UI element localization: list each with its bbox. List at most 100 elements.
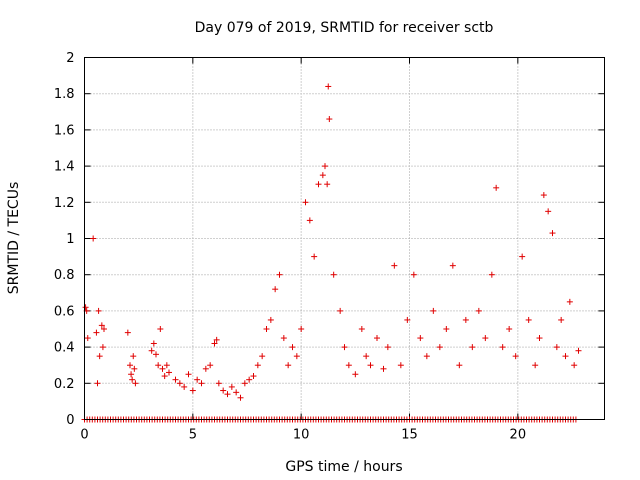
data-point [254, 362, 261, 369]
data-point [374, 335, 380, 342]
x-tick-label: 20 [510, 428, 527, 443]
x-tick-label: 15 [401, 428, 418, 443]
data-point [272, 286, 279, 293]
data-point [241, 380, 248, 387]
y-axis-label: SRMTID / TECUs [6, 182, 22, 295]
data-point [430, 307, 437, 314]
x-axis-label: GPS time / hours [285, 459, 402, 475]
data-point [90, 235, 97, 242]
data-point [558, 316, 565, 323]
data-point [155, 362, 162, 369]
data-point [525, 316, 532, 323]
data-point [358, 326, 365, 332]
data-point [456, 362, 463, 369]
data-point [267, 316, 274, 323]
data-point [545, 208, 552, 215]
data-point [94, 380, 101, 387]
data-point [228, 383, 235, 390]
data-point [512, 353, 519, 360]
data-point [198, 380, 205, 387]
data-point [289, 344, 296, 351]
data-point [482, 335, 489, 342]
data-point [95, 307, 102, 314]
data-point [280, 335, 287, 342]
data-point [493, 184, 500, 191]
data-point [128, 371, 135, 378]
y-tick-label: 1.4 [54, 160, 75, 175]
data-point [423, 353, 430, 360]
y-tick-label: 0.4 [54, 341, 75, 356]
data-point [166, 369, 172, 376]
data-point [488, 271, 495, 278]
data-point [330, 271, 337, 278]
data-point [163, 362, 170, 369]
data-point [302, 199, 309, 206]
data-point [150, 340, 157, 347]
data-point [325, 83, 332, 90]
y-tick-label: 1 [66, 232, 74, 247]
data-point [224, 391, 231, 398]
data-point [404, 316, 411, 323]
data-point [246, 376, 253, 383]
data-point [132, 380, 139, 387]
data-point [124, 329, 131, 336]
data-point [322, 163, 328, 170]
data-point [285, 362, 292, 369]
data-point [130, 353, 137, 360]
data-point [129, 376, 136, 383]
data-point [306, 217, 313, 224]
data-point [341, 344, 348, 351]
data-point [443, 326, 450, 332]
data-point [410, 271, 417, 278]
y-tick-label: 2 [66, 51, 74, 66]
data-point [566, 298, 573, 305]
data-point [519, 253, 526, 260]
data-point [367, 362, 374, 369]
data-point [352, 371, 359, 378]
data-point [194, 376, 201, 383]
data-point [131, 365, 138, 372]
grid-lines [84, 57, 605, 420]
data-point [462, 316, 469, 323]
data-point [207, 362, 214, 369]
data-point [499, 344, 506, 351]
data-point [562, 353, 569, 360]
data-point [215, 380, 222, 387]
data-point [127, 362, 133, 369]
data-point [337, 307, 344, 314]
data-point [84, 335, 91, 342]
data-point [202, 365, 209, 372]
data-point [148, 347, 155, 354]
data-point [449, 262, 456, 269]
plot-frame [84, 57, 605, 420]
data-point [397, 362, 404, 369]
data-point [276, 271, 283, 278]
data-point [475, 307, 482, 314]
y-tick-label: 1.2 [54, 196, 75, 211]
data-point [93, 329, 100, 336]
y-tick-label: 1.8 [54, 87, 75, 102]
data-point [293, 353, 300, 360]
data-point [298, 326, 305, 332]
y-tick-label: 0 [66, 413, 74, 428]
data-point [532, 362, 539, 369]
data-point [82, 304, 89, 311]
y-tick-label: 0.2 [54, 377, 75, 392]
data-point [211, 340, 218, 347]
data-point [571, 362, 578, 369]
data-point [263, 326, 270, 332]
data-points [81, 83, 582, 423]
data-point [469, 344, 476, 351]
data-point [315, 181, 322, 188]
data-point [324, 181, 331, 188]
data-point [391, 262, 398, 269]
data-point [181, 383, 188, 390]
x-tick-label: 0 [80, 428, 88, 443]
data-point [384, 344, 391, 351]
data-point [213, 336, 220, 343]
chart-title: Day 079 of 2019, SRMTID for receiver sct… [195, 20, 494, 36]
data-point [101, 326, 107, 332]
data-point [319, 172, 326, 179]
data-point [98, 322, 105, 329]
